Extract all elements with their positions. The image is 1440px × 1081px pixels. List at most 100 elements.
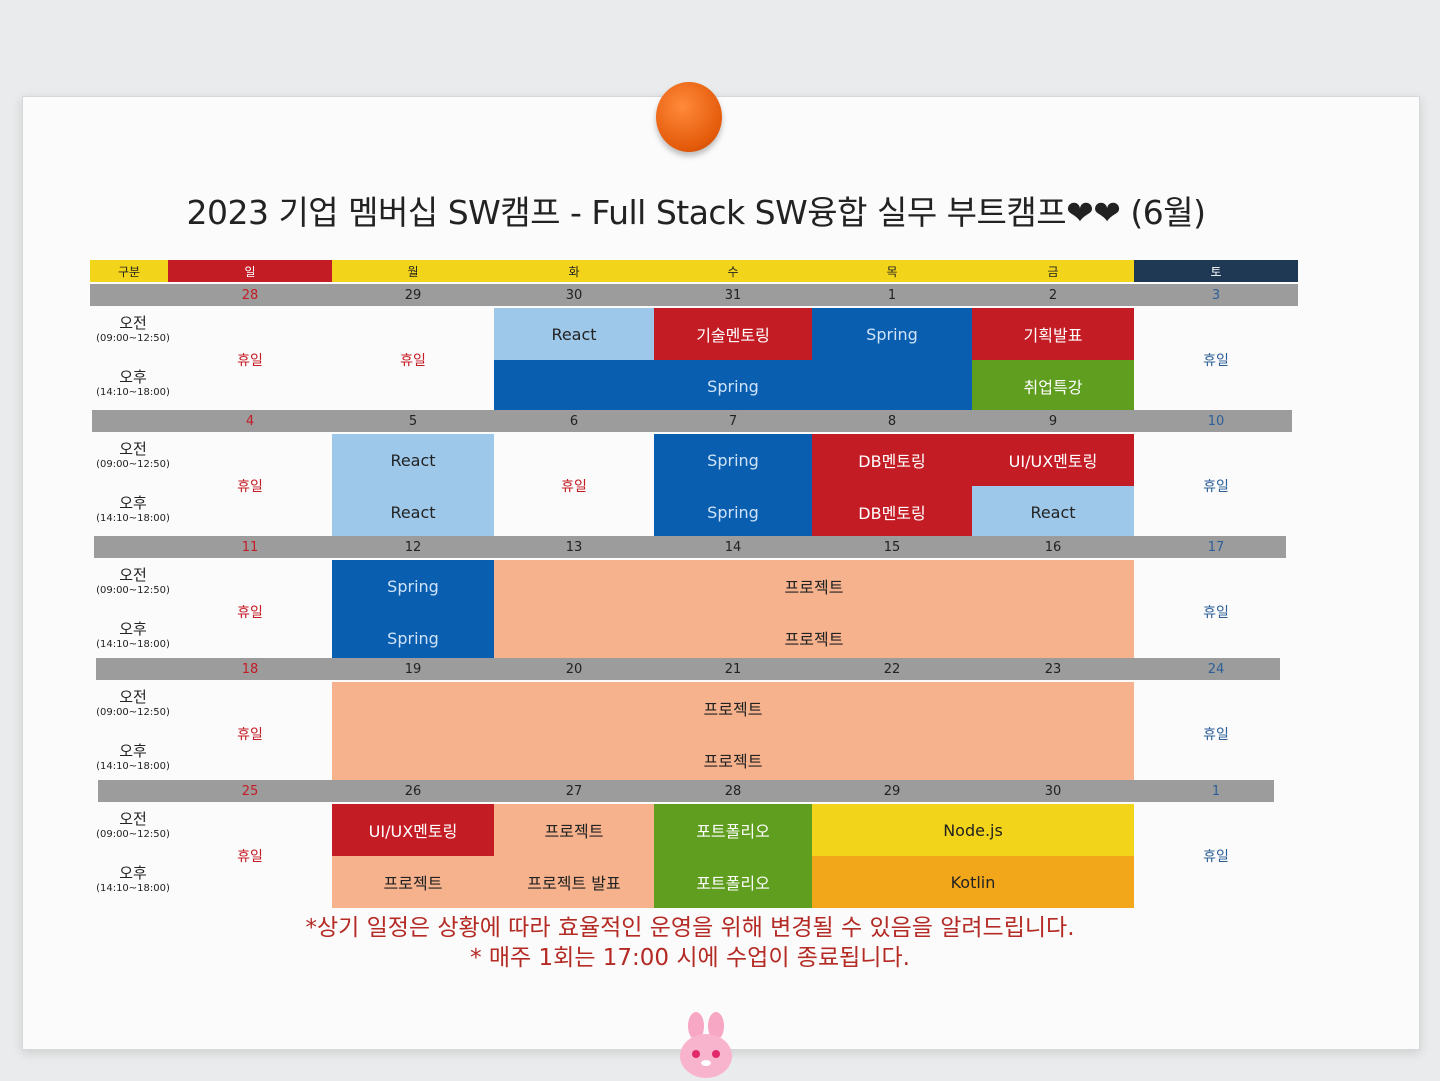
date-number: 7 [728,413,738,429]
time-label-pm: 오후 (14:10~18:00) [90,740,176,772]
date-number: 8 [887,413,897,429]
date-number: 30 [1044,783,1062,799]
am-time: (09:00~12:50) [96,585,170,596]
date-number: 3 [1211,287,1221,303]
pm-time: (14:10~18:00) [96,761,170,772]
time-label-pm: 오후 (14:10~18:00) [90,862,176,894]
block-project: 프로젝트 [494,560,1134,612]
am-time: (09:00~12:50) [96,707,170,718]
time-label-am: 오전 (09:00~12:50) [90,686,176,718]
block-project: 프로젝트 [494,804,654,856]
date-number: 29 [404,287,422,303]
date-number: 2 [1048,287,1058,303]
block-react: React [332,486,494,538]
date-number: 31 [724,287,742,303]
date-number: 21 [724,661,742,677]
block-spring: Spring [654,434,812,486]
am-time: (09:00~12:50) [96,333,170,344]
pm-label: 오후 [119,742,147,760]
block-uiux-mentoring: UI/UX멘토링 [972,434,1134,486]
time-label-am: 오전 (09:00~12:50) [90,808,176,840]
rest-day-sunday: 휴일 [237,849,263,865]
date-number: 26 [404,783,422,799]
date-number: 25 [241,783,259,799]
am-label: 오전 [119,440,147,458]
block-career-lecture: 취업특강 [972,360,1134,412]
date-bar [94,536,1286,558]
block-tech-mentoring: 기술멘토링 [654,308,812,360]
block-project: 프로젝트 [332,734,1134,786]
block-spring: Spring [332,560,494,612]
bunny-magnet [680,1012,732,1078]
pm-time: (14:10~18:00) [96,513,170,524]
date-number: 22 [883,661,901,677]
time-label-am: 오전 (09:00~12:50) [90,564,176,596]
schedule-title: 2023 기업 멤버십 SW캠프 - Full Stack SW융합 실무 부트… [186,193,1206,232]
pm-label: 오후 [119,620,147,638]
rest-day-sunday: 휴일 [237,727,263,743]
block-uiux-mentoring: UI/UX멘토링 [332,804,494,856]
header-cell: 토 [1134,260,1298,282]
date-number: 12 [404,539,422,555]
block-spring: Spring [332,612,494,664]
rest-day-saturday: 휴일 [1203,353,1229,369]
block-project: 프로젝트 [494,612,1134,664]
rest-day-sunday: 휴일 [237,479,263,495]
block-react: React [332,434,494,486]
pm-label: 오후 [119,494,147,512]
pm-label: 오후 [119,864,147,882]
block-planning-presentation: 기획발표 [972,308,1134,360]
time-label-pm: 오후 (14:10~18:00) [90,366,176,398]
header-cell: 일 [168,260,332,282]
am-time: (09:00~12:50) [96,459,170,470]
date-number: 11 [241,539,259,555]
date-bar [90,284,1298,306]
date-bar [98,780,1274,802]
rest-day-saturday: 휴일 [1203,479,1229,495]
date-number: 28 [241,287,259,303]
header-cell: 목 [812,260,972,282]
block-spring: Spring [494,360,972,412]
date-number: 4 [245,413,255,429]
date-number: 1 [1211,783,1221,799]
date-number: 1 [887,287,897,303]
date-number: 14 [724,539,742,555]
am-label: 오전 [119,810,147,828]
am-label: 오전 [119,314,147,332]
block-project: 프로젝트 [332,856,494,908]
am-label: 오전 [119,688,147,706]
rest-day-monday: 휴일 [400,353,426,369]
date-number: 10 [1207,413,1225,429]
block-db-mentoring: DB멘토링 [812,434,972,486]
rest-day-tuesday: 휴일 [561,479,587,495]
note-early-finish: * 매주 1회는 17:00 시에 수업이 종료됩니다. [470,945,910,971]
block-project: 프로젝트 [332,682,1134,734]
date-number: 18 [241,661,259,677]
note-schedule-change: *상기 일정은 상황에 따라 효율적인 운영을 위해 변경될 수 있음을 알려드… [305,915,1075,941]
date-number: 5 [408,413,418,429]
pm-time: (14:10~18:00) [96,639,170,650]
block-spring: Spring [654,486,812,538]
date-number: 16 [1044,539,1062,555]
date-number: 30 [565,287,583,303]
date-number: 27 [565,783,583,799]
date-number: 24 [1207,661,1225,677]
header-cell: 월 [332,260,494,282]
block-project-presentation: 프로젝트 발표 [494,856,654,908]
time-label-pm: 오후 (14:10~18:00) [90,492,176,524]
orange-magnet [656,82,722,152]
header-cell: 구분 [90,260,168,282]
rest-day-saturday: 휴일 [1203,849,1229,865]
date-bar [96,658,1280,680]
block-db-mentoring: DB멘토링 [812,486,972,538]
pm-time: (14:10~18:00) [96,387,170,398]
time-label-am: 오전 (09:00~12:50) [90,312,176,344]
date-number: 6 [569,413,579,429]
block-react: React [972,486,1134,538]
block-kotlin: Kotlin [812,856,1134,908]
block-portfolio: 포트폴리오 [654,804,812,856]
am-time: (09:00~12:50) [96,829,170,840]
header-cell: 수 [654,260,812,282]
date-number: 13 [565,539,583,555]
date-number: 19 [404,661,422,677]
